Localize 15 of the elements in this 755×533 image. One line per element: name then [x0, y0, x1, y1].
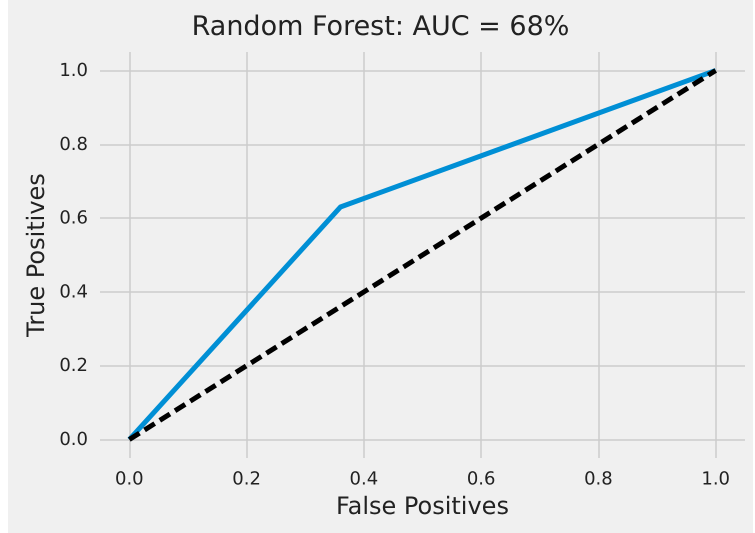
y-tick-label: 0.2 — [59, 355, 88, 376]
y-tick-label: 0.0 — [59, 429, 88, 450]
y-tick-label: 1.0 — [59, 60, 88, 81]
y-tick-label: 0.6 — [59, 208, 88, 229]
x-tick-label: 0.2 — [232, 468, 261, 490]
y-tick-label: 0.8 — [59, 134, 88, 155]
y-axis-title: True Positives — [22, 173, 50, 338]
y-tick-label: 0.4 — [59, 281, 88, 302]
x-tick-label: 1.0 — [701, 468, 730, 490]
x-axis-title: False Positives — [336, 492, 509, 520]
x-tick-label: 0.8 — [584, 468, 613, 490]
x-tick-label: 0.0 — [115, 468, 144, 490]
x-tick-label: 0.6 — [466, 468, 496, 490]
chart-title: Random Forest: AUC = 68% — [192, 11, 570, 42]
x-tick-label: 0.4 — [350, 468, 378, 490]
